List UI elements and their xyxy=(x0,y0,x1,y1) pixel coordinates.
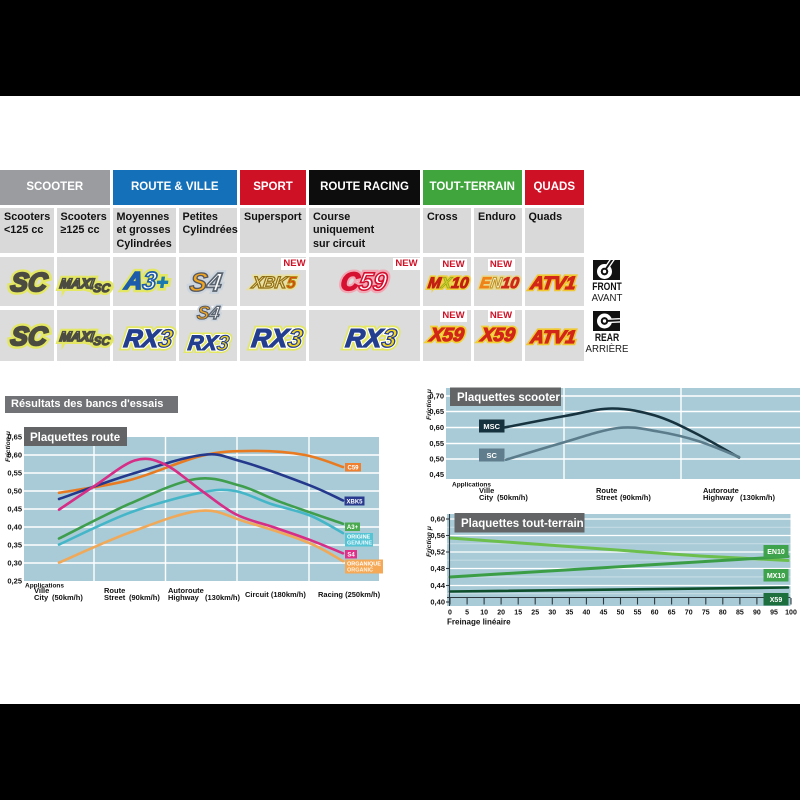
svg-text:Circuit (180km/h): Circuit (180km/h) xyxy=(245,590,306,599)
svg-text:Street: Street xyxy=(596,493,618,502)
svg-text:GENUINE: GENUINE xyxy=(347,541,372,547)
svg-text:ORGANIC: ORGANIC xyxy=(347,568,373,574)
svg-text:0,65: 0,65 xyxy=(429,407,444,416)
svg-text:(50km/h): (50km/h) xyxy=(497,493,528,502)
svg-text:Route: Route xyxy=(596,486,617,495)
svg-text:20: 20 xyxy=(497,610,505,617)
svg-text:X59: X59 xyxy=(770,597,783,604)
svg-text:0,44: 0,44 xyxy=(430,581,445,590)
svg-text:65: 65 xyxy=(668,610,676,617)
svg-text:City: City xyxy=(479,493,494,502)
svg-text:Applications: Applications xyxy=(25,583,64,590)
svg-text:95: 95 xyxy=(770,610,778,617)
svg-text:(90km/h): (90km/h) xyxy=(620,493,651,502)
svg-text:Highway: Highway xyxy=(703,493,735,502)
svg-text:(50km/h): (50km/h) xyxy=(52,593,83,602)
svg-text:Ville: Ville xyxy=(479,486,494,495)
svg-text:Highway: Highway xyxy=(168,593,200,602)
svg-text:85: 85 xyxy=(736,610,744,617)
svg-text:SC: SC xyxy=(486,451,497,460)
svg-text:0,60: 0,60 xyxy=(7,451,22,460)
svg-text:10: 10 xyxy=(480,610,488,617)
svg-text:0,40: 0,40 xyxy=(7,523,22,532)
svg-text:30: 30 xyxy=(548,610,556,617)
svg-text:0,50: 0,50 xyxy=(429,455,444,464)
svg-text:Ville: Ville xyxy=(34,586,49,595)
svg-text:0,30: 0,30 xyxy=(7,559,22,568)
svg-text:0,55: 0,55 xyxy=(7,469,22,478)
svg-text:Friction μ: Friction μ xyxy=(5,430,12,462)
svg-text:Autoroute: Autoroute xyxy=(168,586,204,595)
svg-text:75: 75 xyxy=(702,610,710,617)
svg-text:Applications: Applications xyxy=(452,482,491,489)
svg-text:0,40: 0,40 xyxy=(430,598,445,607)
svg-text:Plaquettes scooter: Plaquettes scooter xyxy=(457,392,560,404)
svg-text:100: 100 xyxy=(785,610,797,617)
svg-text:Freinage linéaire: Freinage linéaire xyxy=(447,618,511,627)
svg-text:MSC: MSC xyxy=(483,422,500,431)
svg-text:0,65: 0,65 xyxy=(7,433,22,442)
svg-text:70: 70 xyxy=(685,610,693,617)
svg-text:0,50: 0,50 xyxy=(7,487,22,496)
svg-text:25: 25 xyxy=(531,610,539,617)
svg-text:90: 90 xyxy=(753,610,761,617)
svg-text:35: 35 xyxy=(566,610,574,617)
svg-text:0,35: 0,35 xyxy=(7,541,22,550)
svg-text:S4: S4 xyxy=(347,553,355,559)
svg-text:Plaquettes route: Plaquettes route xyxy=(30,432,120,444)
svg-text:0,45: 0,45 xyxy=(7,505,22,514)
svg-text:0,48: 0,48 xyxy=(430,564,445,573)
svg-text:Racing (250km/h): Racing (250km/h) xyxy=(318,590,381,599)
svg-text:Plaquettes tout-terrain: Plaquettes tout-terrain xyxy=(461,518,584,530)
svg-text:0,60: 0,60 xyxy=(430,515,445,524)
svg-text:0,60: 0,60 xyxy=(429,423,444,432)
svg-text:60: 60 xyxy=(651,610,659,617)
svg-text:Friction μ: Friction μ xyxy=(426,388,433,420)
svg-text:MX10: MX10 xyxy=(767,573,785,580)
svg-text:City: City xyxy=(34,593,49,602)
svg-text:A3+: A3+ xyxy=(347,525,359,531)
svg-text:0,45: 0,45 xyxy=(429,470,444,479)
svg-text:(90km/h): (90km/h) xyxy=(129,593,160,602)
svg-text:C59: C59 xyxy=(347,466,359,472)
svg-text:15: 15 xyxy=(514,610,522,617)
svg-text:ORGANIQUE: ORGANIQUE xyxy=(347,562,381,568)
svg-text:0,55: 0,55 xyxy=(429,439,444,448)
svg-text:40: 40 xyxy=(583,610,591,617)
svg-text:0: 0 xyxy=(448,610,452,617)
svg-text:55: 55 xyxy=(634,610,642,617)
svg-text:80: 80 xyxy=(719,610,727,617)
svg-text:ORIGINE: ORIGINE xyxy=(347,535,371,541)
svg-text:0,56: 0,56 xyxy=(430,531,445,540)
svg-text:Street: Street xyxy=(104,593,126,602)
svg-text:Autoroute: Autoroute xyxy=(703,486,739,495)
svg-text:5: 5 xyxy=(465,610,469,617)
svg-text:Route: Route xyxy=(104,586,125,595)
svg-text:0,52: 0,52 xyxy=(430,548,445,557)
svg-text:(130km/h): (130km/h) xyxy=(205,593,241,602)
svg-text:Friction μ: Friction μ xyxy=(426,525,433,557)
svg-text:0,70: 0,70 xyxy=(429,392,444,401)
svg-text:(130km/h): (130km/h) xyxy=(740,493,776,502)
svg-text:50: 50 xyxy=(617,610,625,617)
svg-text:XBK5: XBK5 xyxy=(346,500,363,506)
svg-text:EN10: EN10 xyxy=(767,549,785,556)
svg-text:45: 45 xyxy=(600,610,608,617)
svg-text:0,25: 0,25 xyxy=(7,577,22,586)
